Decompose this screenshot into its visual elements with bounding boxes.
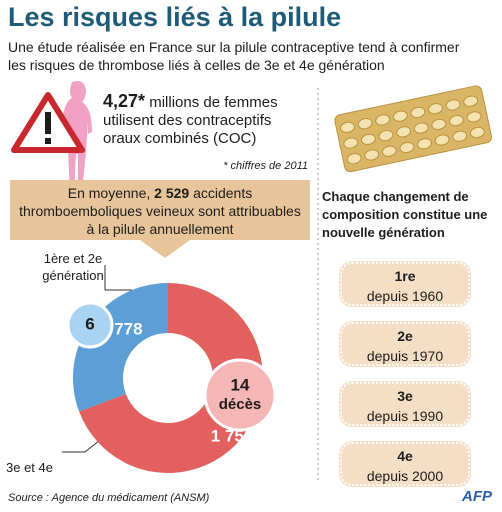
deaths-value: 6 [85,314,94,333]
leader-line [84,439,101,453]
warning-mark [45,112,51,134]
generation-since: depuis 2000 [366,468,444,484]
pill [360,133,376,145]
pill [381,145,397,157]
generation-box: 4e depuis 2000 [339,441,471,487]
pill [449,114,464,127]
logo: AFP [462,488,492,505]
pill [445,99,461,111]
subtitle-line: Une étude réalisée en France sur la pilu… [8,39,460,55]
average-number: 2 529 [154,185,190,201]
pill [343,137,359,149]
pill [396,126,412,138]
generation-box: 3e depuis 1990 [339,381,471,427]
deaths-value: 14 [231,375,250,394]
deaths-bubble [66,301,114,349]
pill [417,138,432,150]
generation-rank: 2e [397,328,413,344]
pill [463,95,479,107]
pill [410,106,426,119]
subtitle: Une étude réalisée en France sur la pilu… [8,38,502,74]
average-text: En moyenne, 2 529 accidents thromboembol… [14,184,306,238]
pill [469,126,485,139]
pill [357,118,373,130]
users-value: 4,27* [103,91,146,111]
pill [466,111,482,123]
pill [434,134,450,146]
generation-box: 2e depuis 1970 [339,321,471,367]
subtitle-line: les risques de thrombose liés à celles d… [8,57,385,73]
average-before: En moyenne, [67,185,155,201]
value-label: 778 [114,320,142,339]
deaths-bubble [203,358,277,432]
pill [428,103,443,115]
generation-since: depuis 1990 [366,408,444,424]
source: Source : Agence du médicament (ANSM) [8,492,210,504]
pill [452,130,468,142]
generation-since: depuis 1960 [366,288,444,304]
pill [364,149,380,161]
donut-segment [79,283,263,473]
pill [399,141,415,154]
pill [340,121,355,134]
warning-dot [45,138,51,144]
generations-heading: Chaque changement de composition constit… [322,189,488,240]
category-label: 1ère et 2e génération [42,251,104,283]
note: * chiffres de 2011 [223,160,308,172]
generation-rank: 1re [394,268,416,284]
generation-rank: 3e [397,388,413,404]
pill [378,129,394,142]
average-box [10,180,310,258]
category-label: 3e et 4e [6,460,53,475]
generation-box: 1re depuis 1960 [339,261,471,307]
users-text: 4,27* millions de femmes utilisent des c… [103,92,313,148]
pill-pack [334,85,492,173]
title: Les risques liés à la pilule [8,2,342,32]
generation-rank: 4e [397,448,413,464]
users-desc: millions de femmes utilisent des contrac… [103,94,278,147]
deaths-label: décès [219,396,262,413]
pill [431,118,447,130]
pill [413,122,429,134]
generation-since: depuis 1970 [366,348,444,364]
pill [392,110,408,122]
average-after: accidents thromboemboliques veineux sont… [19,185,301,237]
pill [346,153,362,165]
pill [375,114,391,126]
